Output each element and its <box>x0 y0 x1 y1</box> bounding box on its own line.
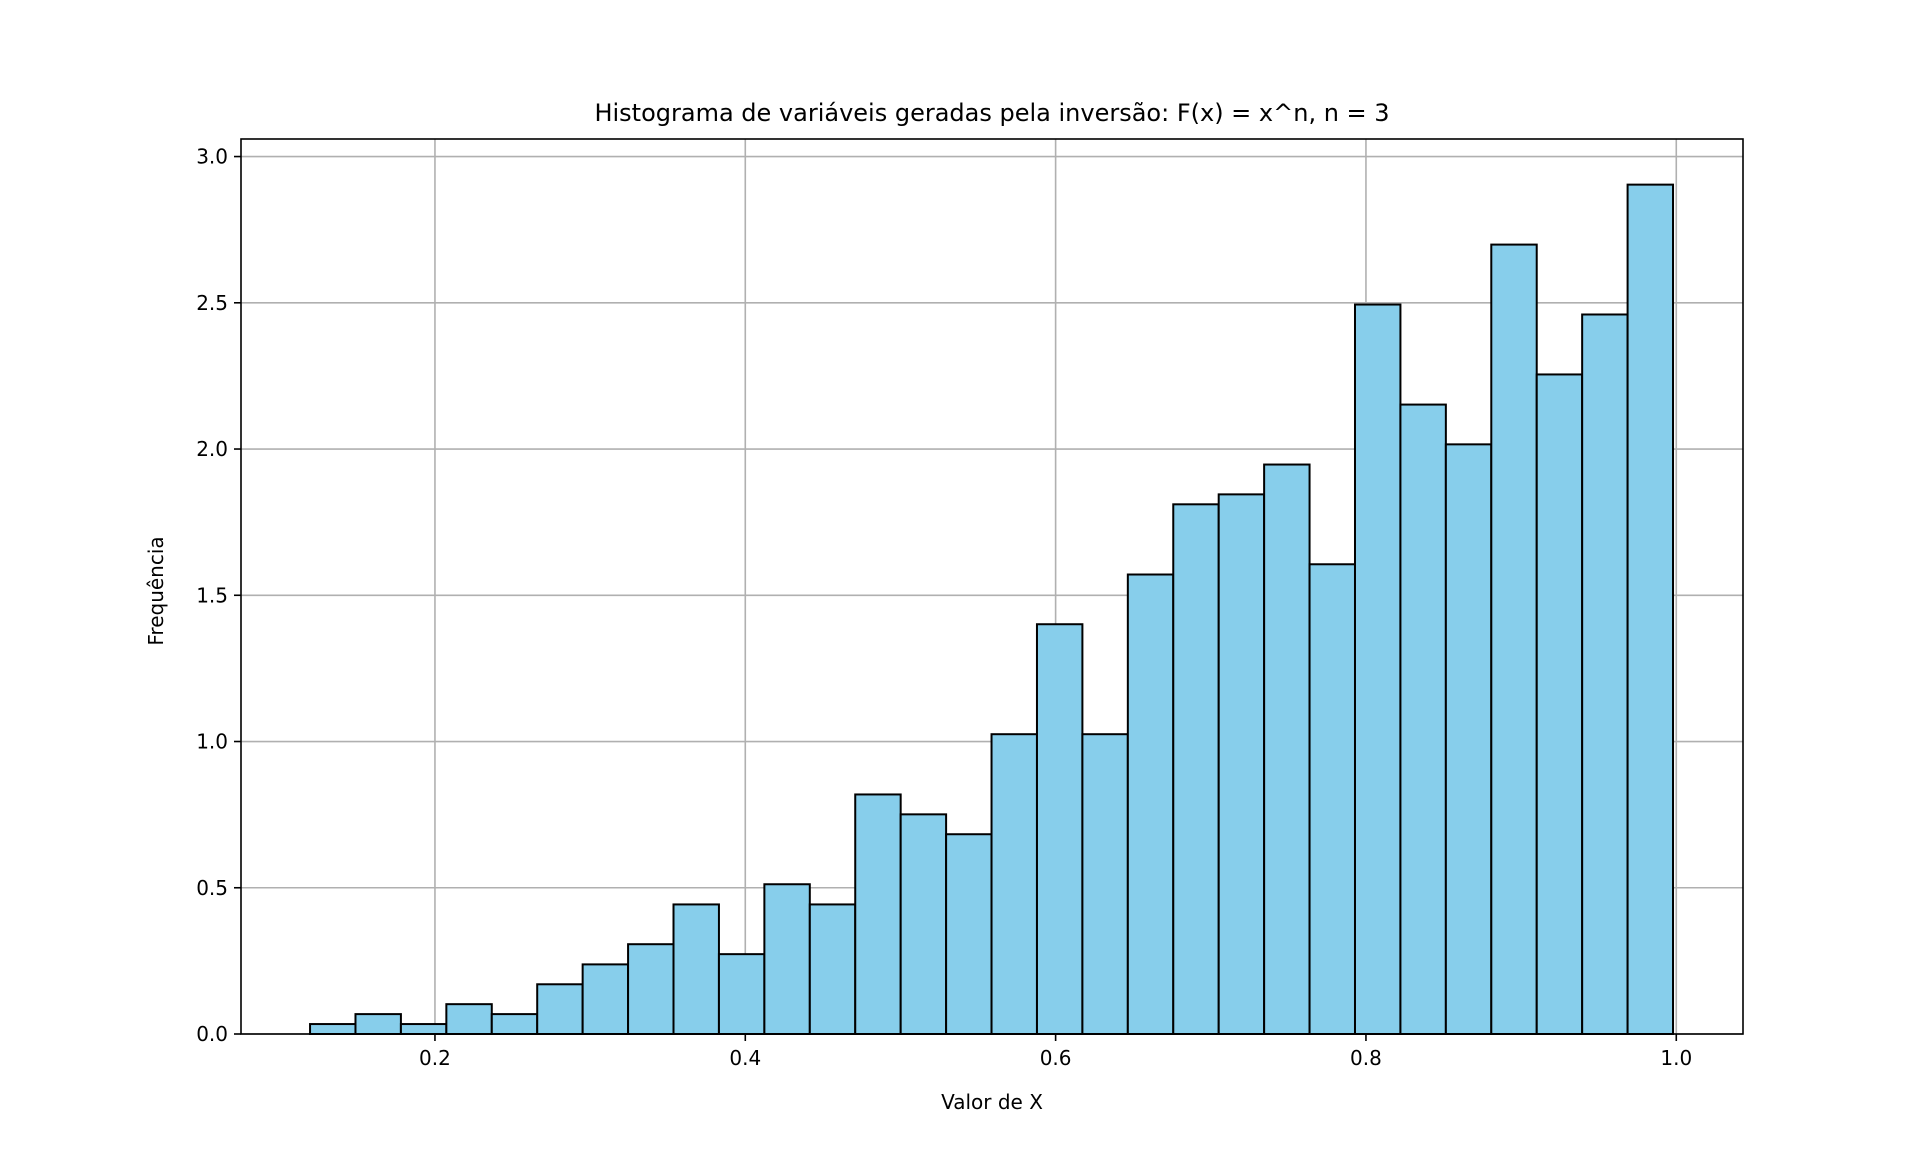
histogram-bar <box>445 1003 493 1036</box>
histogram-bar <box>1126 573 1175 1035</box>
x-tick-label: 1.0 <box>1660 1046 1692 1070</box>
y-tick-label: 1.5 <box>196 583 228 607</box>
y-tick-label: 0.5 <box>196 876 228 900</box>
histogram-bar <box>899 813 948 1036</box>
x-tick-label: 0.8 <box>1350 1046 1382 1070</box>
histogram-bar <box>1444 443 1493 1035</box>
x-tick-label: 0.2 <box>419 1046 451 1070</box>
histogram-bar <box>1581 313 1629 1036</box>
histogram-bar <box>399 1023 448 1035</box>
bars-layer <box>309 183 1675 1036</box>
histogram-bar <box>536 983 584 1035</box>
histogram-bar <box>990 733 1038 1035</box>
histogram-bar <box>1172 503 1220 1036</box>
histogram-bar <box>1535 373 1584 1035</box>
histogram-bar <box>627 943 675 1035</box>
histogram-bar <box>490 1013 539 1035</box>
histogram-bar <box>1626 183 1675 1036</box>
histogram-bar <box>672 903 720 1036</box>
x-tick-label: 0.4 <box>729 1046 761 1070</box>
histogram-bar <box>1353 303 1402 1035</box>
histogram-bar <box>945 833 993 1035</box>
axes-layer: 0.2 0.4 0.6 0.8 1.0 0.0 0.5 1.0 1.5 2.0 2.5 3.0 <box>196 138 1744 1070</box>
histogram-bar <box>808 903 857 1036</box>
y-tick-label: 1.0 <box>196 730 228 754</box>
histogram-bar <box>717 953 766 1036</box>
plot-frame <box>240 138 1744 1035</box>
x-tick-label: 0.6 <box>1040 1046 1072 1070</box>
histogram-bar <box>1308 563 1356 1035</box>
histogram-bar <box>1263 463 1311 1035</box>
histogram-bar <box>854 793 902 1035</box>
histogram-bar <box>581 963 630 1036</box>
histogram-bar <box>763 883 811 1035</box>
histogram-bar <box>354 1013 402 1035</box>
histogram-bar <box>1399 403 1447 1036</box>
y-axis-label: Frequência <box>144 536 168 645</box>
histogram-bar <box>1217 493 1266 1035</box>
y-tick-label: 3.0 <box>196 145 228 169</box>
chart-title: Histograma de variáveis geradas pela inv… <box>594 99 1389 127</box>
y-tick-label: 0.0 <box>196 1022 228 1046</box>
y-tick-label: 2.5 <box>196 291 228 315</box>
histogram-bar <box>1035 623 1084 1036</box>
x-axis-label: Valor de X <box>941 1090 1043 1114</box>
histogram-bar <box>1490 243 1538 1035</box>
histogram-bar <box>309 1023 357 1035</box>
y-tick-label: 2.0 <box>196 437 228 461</box>
histogram-bar <box>1081 733 1129 1035</box>
